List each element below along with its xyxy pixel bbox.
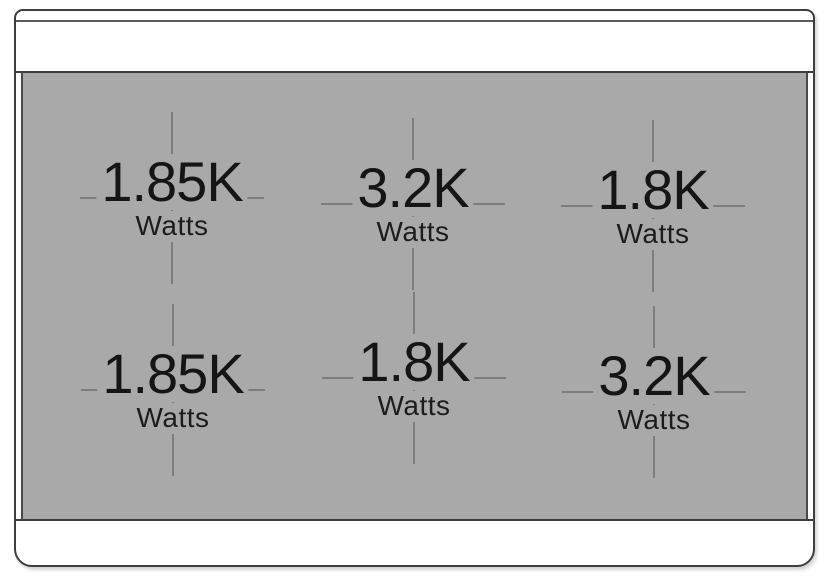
burner-top-right: 1.8K Watts xyxy=(561,120,745,292)
burner-wattage-value: 1.8K xyxy=(353,334,475,390)
backguard-rail-line xyxy=(16,20,813,22)
burner-label: 1.8K Watts xyxy=(592,162,714,250)
burner-top-center: 3.2K Watts xyxy=(321,118,505,290)
burner-label: 1.85K Watts xyxy=(96,154,248,242)
burner-wattage-unit: Watts xyxy=(612,219,694,250)
burner-top-left: 1.85K Watts xyxy=(80,112,264,284)
burner-label: 1.8K Watts xyxy=(353,334,475,422)
burner-bottom-center: 1.8K Watts xyxy=(322,292,506,464)
burner-wattage-unit: Watts xyxy=(373,391,455,422)
burner-bottom-right: 3.2K Watts xyxy=(562,306,746,478)
burner-wattage-value: 1.8K xyxy=(592,162,714,218)
burner-wattage-unit: Watts xyxy=(132,403,214,434)
burner-bottom-left: 1.85K Watts xyxy=(81,304,265,476)
burner-wattage-unit: Watts xyxy=(613,405,695,436)
burner-wattage-value: 3.2K xyxy=(593,348,715,404)
burner-wattage-unit: Watts xyxy=(372,217,454,248)
burner-label: 3.2K Watts xyxy=(593,348,715,436)
burner-wattage-value: 1.85K xyxy=(97,346,249,402)
cooktop-surface-band: 1.85K Watts 3.2K Watts 1.8K Watts xyxy=(16,71,813,521)
range-top-frame: 1.85K Watts 3.2K Watts 1.8K Watts xyxy=(14,9,815,567)
burner-wattage-value: 1.85K xyxy=(96,154,248,210)
cooktop-surface: 1.85K Watts 3.2K Watts 1.8K Watts xyxy=(21,73,808,519)
burner-wattage-unit: Watts xyxy=(131,211,213,242)
burner-label: 1.85K Watts xyxy=(97,346,249,434)
burner-label: 3.2K Watts xyxy=(352,160,474,248)
burner-wattage-value: 3.2K xyxy=(352,160,474,216)
